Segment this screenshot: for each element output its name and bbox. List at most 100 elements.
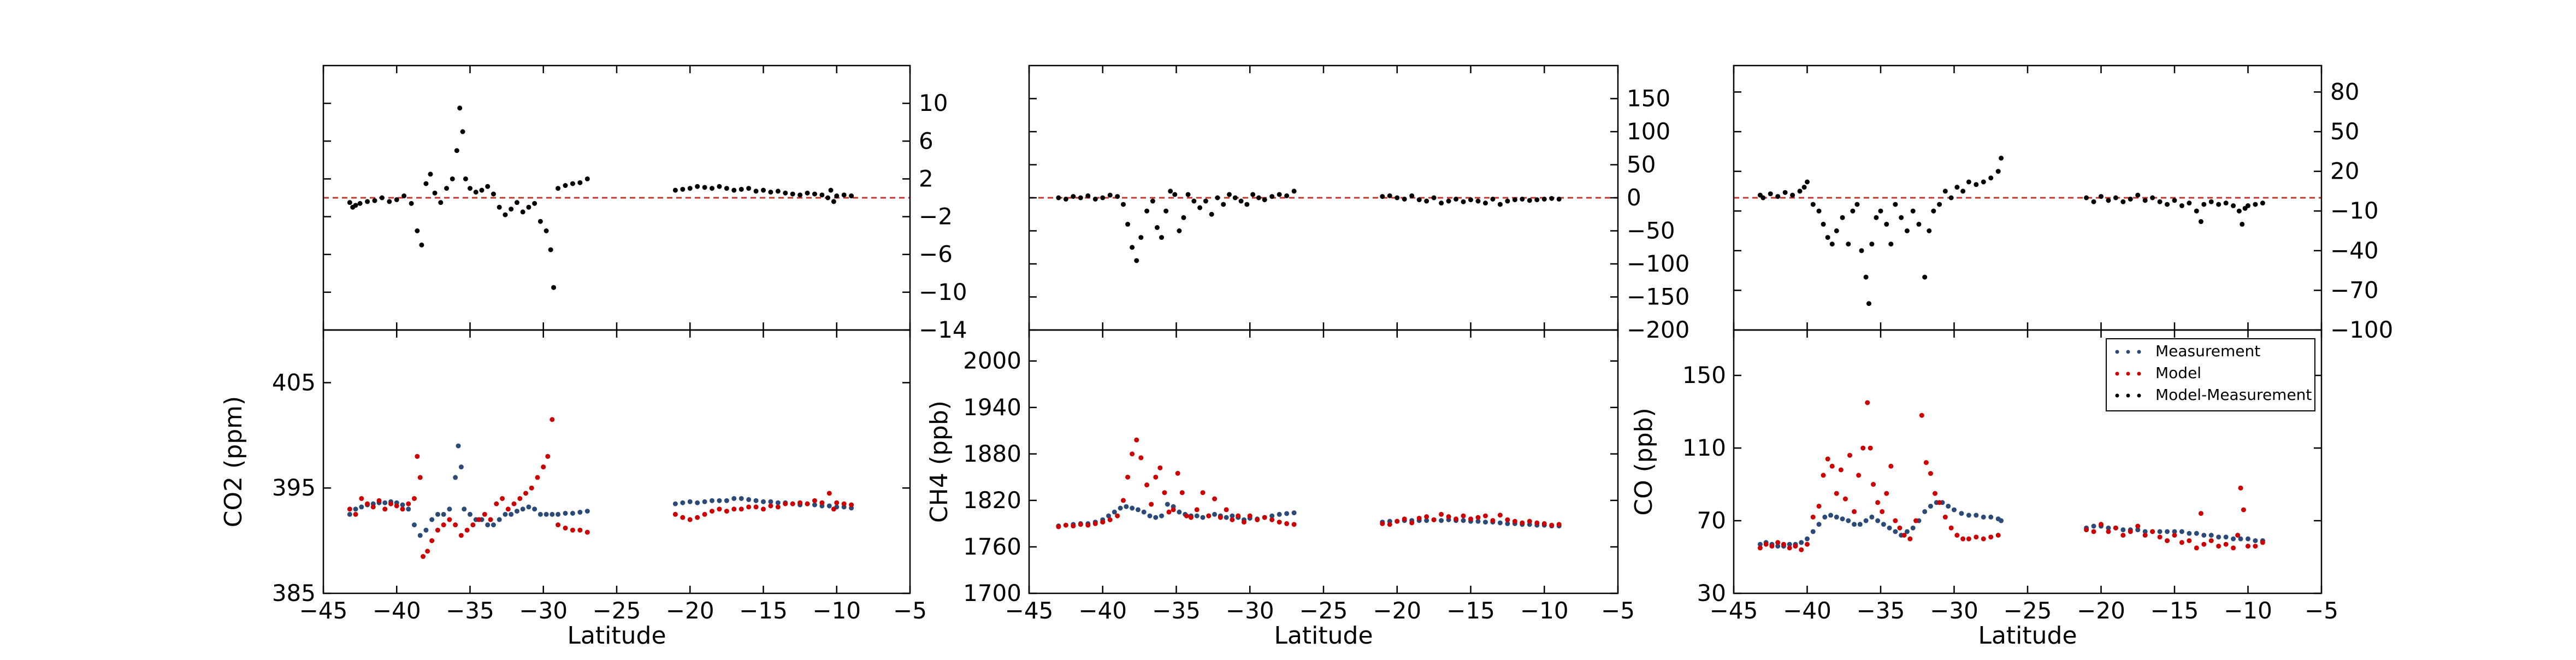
data-point: [584, 529, 590, 535]
data-point: [1461, 199, 1466, 204]
x-tick-label: −20: [666, 597, 714, 624]
data-point: [687, 499, 693, 504]
data-point: [2150, 195, 2155, 201]
data-point: [1960, 536, 1966, 541]
data-point: [1224, 515, 1229, 520]
data-point: [2099, 522, 2104, 527]
data-point: [2198, 511, 2203, 516]
data-point: [731, 506, 737, 512]
data-point: [372, 198, 377, 203]
data-point: [731, 187, 737, 193]
data-point: [1416, 197, 1422, 203]
data-point: [1200, 490, 1206, 496]
legend-box: [2106, 338, 2315, 411]
data-point: [1454, 196, 1459, 202]
data-point: [717, 184, 722, 189]
data-point: [1439, 518, 1444, 523]
data-point: [1395, 195, 1400, 201]
data-point: [724, 509, 729, 514]
data-point: [529, 485, 534, 491]
data-point: [849, 502, 854, 508]
y-tick-label: 2: [919, 165, 933, 192]
data-point: [738, 496, 744, 501]
data-point: [1238, 198, 1244, 204]
data-point: [423, 181, 429, 186]
data-point: [1085, 193, 1091, 198]
data-point: [379, 195, 385, 201]
data-point: [1402, 196, 1407, 202]
data-point: [584, 176, 590, 181]
data-point: [1868, 445, 1873, 451]
x-tick-label: −10: [1520, 597, 1569, 624]
data-point: [1946, 503, 1951, 509]
data-point: [1863, 274, 1869, 280]
data-point: [1409, 520, 1415, 526]
data-point: [1527, 518, 1532, 524]
data-point: [411, 496, 417, 501]
data-point: [1497, 520, 1503, 526]
legend-marker: [2137, 350, 2141, 354]
data-point: [1107, 517, 1113, 522]
data-point: [1863, 518, 1869, 523]
y-axis-label: CH4 (ppb): [925, 400, 953, 523]
data-point: [1138, 455, 1144, 461]
data-point: [1431, 517, 1437, 522]
data-point: [1534, 520, 1540, 526]
data-point: [503, 212, 508, 217]
data-point: [761, 506, 766, 512]
data-point: [401, 193, 407, 199]
data-point: [1461, 518, 1466, 523]
data-point: [563, 525, 568, 531]
data-point: [775, 500, 781, 505]
data-point: [2142, 198, 2148, 203]
data-point: [1893, 518, 1898, 523]
data-point: [541, 464, 546, 470]
data-point: [2201, 533, 2207, 538]
data-point: [1768, 191, 1773, 197]
data-point: [570, 527, 575, 533]
legend-entry: Measurement: [2155, 342, 2260, 360]
x-tick-label: −25: [593, 597, 641, 624]
data-point: [1869, 514, 1875, 520]
data-point: [1256, 195, 1261, 201]
legend-marker: [2126, 372, 2130, 376]
data-point: [2157, 534, 2163, 540]
data-point: [523, 491, 529, 496]
data-point: [1177, 228, 1182, 233]
data-point: [1194, 513, 1200, 518]
data-point: [548, 247, 553, 252]
data-point: [1799, 547, 1804, 552]
data-point: [710, 186, 715, 191]
data-point: [1775, 544, 1781, 549]
data-point: [532, 201, 537, 206]
data-point: [702, 499, 707, 504]
data-point: [494, 501, 499, 506]
data-point: [1847, 452, 1853, 458]
data-point: [1852, 509, 1857, 514]
data-point: [497, 517, 502, 522]
data-point: [1512, 518, 1517, 524]
data-point: [1468, 197, 1473, 203]
data-point: [1541, 196, 1547, 202]
x-tick-label: −45: [1005, 597, 1054, 624]
data-point: [1224, 507, 1229, 512]
x-tick-label: −40: [1078, 597, 1127, 624]
data-point: [1893, 529, 1898, 534]
data-point: [1860, 445, 1866, 451]
data-point: [1887, 525, 1892, 531]
data-point: [1284, 521, 1290, 526]
data-point: [1856, 473, 1862, 478]
data-point: [497, 204, 502, 210]
data-point: [2165, 202, 2170, 207]
x-tick-label: −5: [893, 597, 927, 624]
series-group: [347, 417, 854, 559]
data-point: [1468, 516, 1473, 522]
data-point: [1834, 514, 1839, 520]
data-point: [1910, 525, 1916, 531]
data-point: [2120, 199, 2126, 204]
data-point: [1942, 188, 1948, 194]
x-tick-label: −35: [1152, 597, 1201, 624]
data-point: [2231, 545, 2236, 551]
data-point: [1262, 197, 1267, 203]
